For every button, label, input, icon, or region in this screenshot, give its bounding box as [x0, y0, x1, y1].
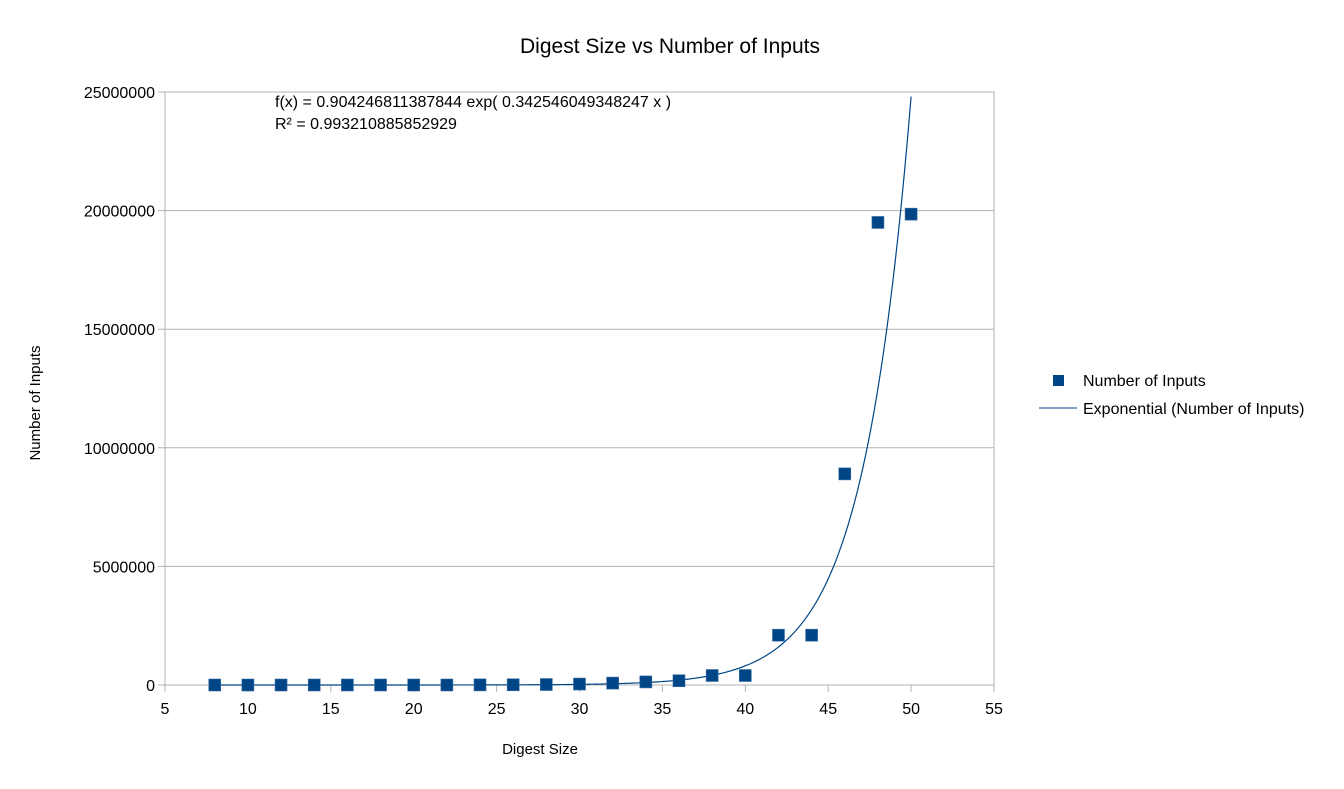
data-point	[838, 467, 852, 481]
data-point	[440, 678, 454, 692]
legend-marker-number-of-inputs	[1053, 375, 1064, 386]
data-point	[738, 669, 752, 682]
legend: Number of Inputs Exponential (Number of …	[1039, 373, 1304, 418]
x-tick-label: 45	[819, 701, 837, 718]
x-tick-label: 15	[322, 701, 340, 718]
plot-area	[164, 91, 995, 686]
data-point	[208, 678, 222, 692]
legend-label-number-of-inputs: Number of Inputs	[1083, 373, 1206, 390]
x-tick-label: 5	[161, 701, 170, 718]
data-point	[606, 676, 619, 690]
x-tick-label: 30	[571, 701, 589, 718]
x-tick-label: 40	[736, 701, 754, 718]
data-point	[241, 678, 255, 692]
data-point	[307, 678, 321, 692]
trendline-r-squared: R² = 0.993210885852929	[275, 116, 457, 133]
gridlines	[165, 210, 994, 567]
x-tick-label: 35	[654, 701, 672, 718]
y-tick-label: 25000000	[84, 85, 155, 102]
legend-label-exponential: Exponential (Number of Inputs)	[1083, 401, 1304, 418]
y-tick-label: 20000000	[84, 204, 155, 221]
trendline-layer	[214, 96, 912, 686]
x-tick-label: 50	[902, 701, 920, 718]
y-tick-label: 15000000	[84, 322, 155, 339]
x-tick-label: 25	[488, 701, 506, 718]
trendline-exponential	[214, 96, 912, 686]
y-axis-label: Number of Inputs	[27, 345, 44, 460]
data-point	[573, 677, 586, 691]
x-tick-label: 55	[985, 701, 1003, 718]
data-points	[208, 207, 918, 692]
y-tick-label: 5000000	[93, 559, 155, 576]
data-point	[805, 628, 818, 642]
data-point	[506, 678, 520, 692]
trendline-equation: f(x) = 0.904246811387844 exp( 0.34254604…	[275, 94, 671, 111]
data-point	[639, 675, 653, 689]
data-point	[871, 216, 885, 229]
data-point	[705, 669, 719, 682]
data-point	[407, 678, 421, 692]
data-point	[672, 674, 686, 688]
data-point	[772, 628, 785, 642]
data-point	[540, 678, 553, 691]
data-point	[341, 678, 354, 692]
x-tick-label: 10	[239, 701, 257, 718]
chart-title: Digest Size vs Number of Inputs	[520, 35, 820, 58]
axes: 0 5000000 10000000 15000000 20000000 25000000…	[84, 85, 1003, 718]
x-axis-label: Digest Size	[502, 741, 578, 758]
data-point	[904, 207, 918, 221]
y-tick-label: 0	[146, 678, 155, 695]
data-point	[274, 678, 288, 692]
y-tick-label: 10000000	[84, 441, 155, 458]
data-point	[473, 678, 487, 692]
x-tick-label: 20	[405, 701, 423, 718]
data-point	[374, 678, 387, 692]
